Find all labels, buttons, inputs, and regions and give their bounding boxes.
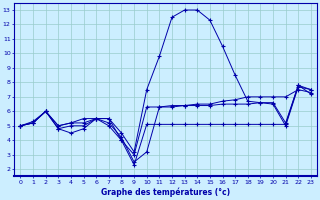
- X-axis label: Graphe des températures (°c): Graphe des températures (°c): [101, 188, 230, 197]
